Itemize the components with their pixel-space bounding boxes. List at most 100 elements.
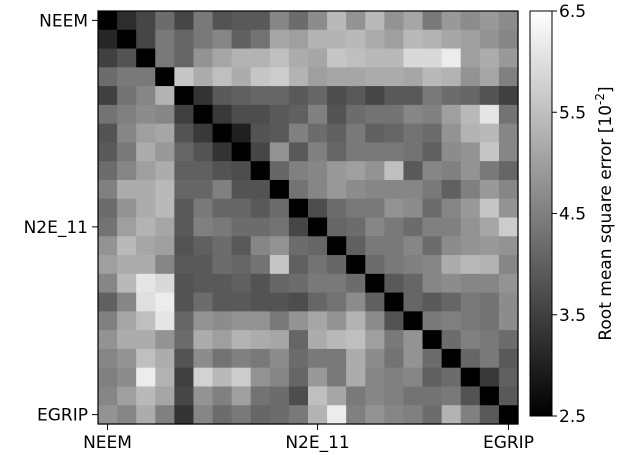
heatmap-cell-17-2	[136, 330, 156, 350]
x-axis-ticks: NEEM N2E_11 EGRIP	[83, 424, 534, 453]
heatmap-cell-11-9	[269, 217, 290, 237]
heatmap-cell-10-15	[384, 198, 405, 219]
heatmap-cell-13-1	[117, 255, 137, 275]
heatmap-cell-1-18	[441, 29, 462, 50]
heatmap-cell-3-3	[155, 67, 175, 87]
heatmap-cell-4-18	[441, 86, 462, 106]
heatmap-cell-0-11	[308, 11, 328, 31]
heatmap-cell-7-18	[441, 142, 462, 162]
heatmap-cell-5-15	[384, 104, 405, 125]
heatmap-cell-12-18	[441, 236, 462, 256]
heatmap-cell-12-1	[117, 236, 137, 256]
heatmap-cell-0-8	[250, 11, 271, 31]
heatmap-cell-16-16	[403, 311, 424, 331]
heatmap-cell-9-10	[288, 179, 309, 200]
heatmap-cell-3-10	[288, 67, 309, 87]
heatmap-cell-20-10	[288, 386, 309, 406]
heatmap-cell-0-5	[193, 11, 214, 31]
heatmap-cell-6-1	[117, 123, 137, 144]
heatmap-cell-20-14	[365, 386, 385, 406]
heatmap-cell-7-17	[422, 142, 443, 162]
heatmap-cell-9-4	[174, 179, 195, 200]
heatmap-cell-3-11	[308, 67, 328, 87]
heatmap-cell-10-20	[479, 198, 500, 219]
heatmap-cell-7-12	[327, 142, 347, 162]
heatmap-cell-6-5	[193, 123, 214, 144]
heatmap-cell-6-2	[136, 123, 156, 144]
heatmap-cell-8-15	[384, 161, 405, 181]
heatmap-cell-21-20	[479, 405, 500, 425]
heatmap-cell-12-13	[346, 236, 366, 256]
heatmap-cell-17-21	[498, 330, 519, 350]
heatmap-cell-8-11	[308, 161, 328, 181]
heatmap-cell-15-9	[269, 292, 290, 312]
heatmap-cell-2-14	[365, 48, 385, 68]
heatmap-cell-19-20	[479, 367, 500, 388]
heatmap-cell-20-17	[422, 386, 443, 406]
heatmap-cell-3-15	[384, 67, 405, 87]
heatmap-cell-18-8	[250, 348, 271, 369]
heatmap-cell-2-9	[269, 48, 290, 68]
heatmap-cell-10-16	[403, 198, 424, 219]
heatmap-cell-20-21	[498, 386, 519, 406]
heatmap-cell-3-2	[136, 67, 156, 87]
heatmap-cell-12-20	[479, 236, 500, 256]
heatmap-cell-1-1	[117, 29, 137, 50]
heatmap-cell-15-11	[308, 292, 328, 312]
heatmap-cell-21-2	[136, 405, 156, 425]
heatmap-cell-7-0	[98, 142, 118, 162]
heatmap-cell-9-20	[479, 179, 500, 200]
heatmap-cell-11-1	[117, 217, 137, 237]
heatmap-cell-13-16	[403, 255, 424, 275]
heatmap-cell-11-16	[403, 217, 424, 237]
heatmap-cell-8-0	[98, 161, 118, 181]
heatmap-cell-11-0	[98, 217, 118, 237]
heatmap-cell-1-16	[403, 29, 424, 50]
y-tick-label-2: EGRIP	[37, 406, 88, 426]
heatmap-cell-2-21	[498, 48, 519, 68]
heatmap-cell-19-10	[288, 367, 309, 388]
heatmap-cell-6-16	[403, 123, 424, 144]
heatmap-cell-6-7	[231, 123, 252, 144]
heatmap-cell-20-3	[155, 386, 175, 406]
heatmap-cell-8-4	[174, 161, 195, 181]
heatmap-cell-14-14	[365, 273, 385, 294]
heatmap-cell-7-6	[212, 142, 233, 162]
heatmap-cell-12-9	[269, 236, 290, 256]
heatmap-cell-18-12	[327, 348, 347, 369]
heatmap-cell-17-5	[193, 330, 214, 350]
heatmap-cell-9-5	[193, 179, 214, 200]
heatmap-cell-21-16	[403, 405, 424, 425]
heatmap-cell-8-12	[327, 161, 347, 181]
heatmap-cell-17-0	[98, 330, 118, 350]
heatmap-cell-11-20	[479, 217, 500, 237]
heatmap-cell-8-19	[460, 161, 481, 181]
colorbar-ticks: 2.5 3.5 4.5 5.5 6.5	[552, 2, 586, 427]
heatmap-cell-7-13	[346, 142, 366, 162]
heatmap-cell-20-16	[403, 386, 424, 406]
heatmap-cell-7-4	[174, 142, 195, 162]
heatmap-cell-6-12	[327, 123, 347, 144]
heatmap-cell-8-17	[422, 161, 443, 181]
heatmap-cell-5-5	[193, 104, 214, 125]
heatmap-cell-14-6	[212, 273, 233, 294]
heatmap-cell-11-14	[365, 217, 385, 237]
heatmap-cell-8-21	[498, 161, 519, 181]
heatmap-cell-15-21	[498, 292, 519, 312]
heatmap-cell-6-4	[174, 123, 195, 144]
heatmap-cell-8-7	[231, 161, 252, 181]
heatmap-cell-11-17	[422, 217, 443, 237]
heatmap-cell-21-11	[308, 405, 328, 425]
heatmap-cell-1-2	[136, 29, 156, 50]
heatmap-cell-14-12	[327, 273, 347, 294]
heatmap-cell-15-18	[441, 292, 462, 312]
heatmap-cell-18-9	[269, 348, 290, 369]
heatmap-cell-5-10	[288, 104, 309, 125]
heatmap-cell-19-19	[460, 367, 481, 388]
heatmap-cell-9-8	[250, 179, 271, 200]
heatmap-cell-11-21	[498, 217, 519, 237]
heatmap-cell-11-8	[250, 217, 271, 237]
heatmap-cell-1-6	[212, 29, 233, 50]
heatmap-cell-13-9	[269, 255, 290, 275]
heatmap-cell-9-15	[384, 179, 405, 200]
